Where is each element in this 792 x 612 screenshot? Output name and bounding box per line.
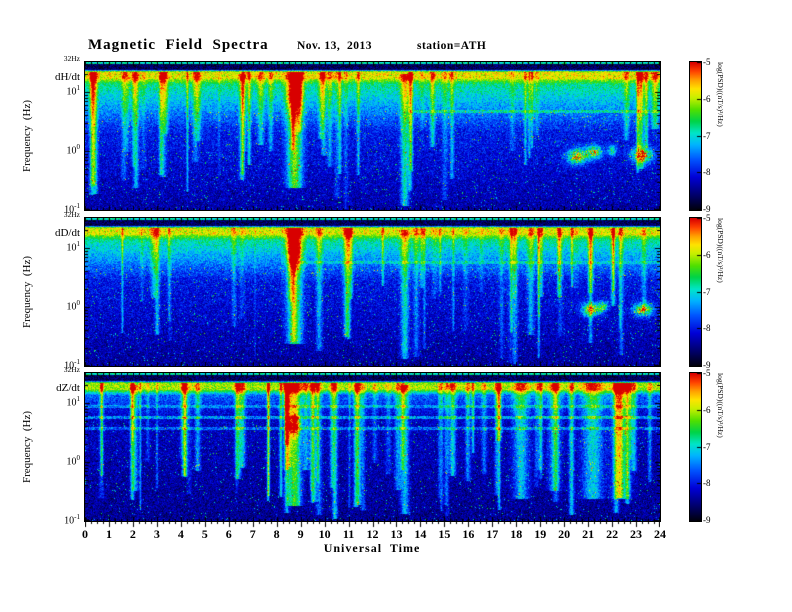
x-tick-label: 0 bbox=[82, 527, 88, 541]
y-tick-exponent: 1 bbox=[76, 239, 81, 248]
y-top-tick-label: 32Hz bbox=[63, 54, 80, 63]
y-tick-exponent: 1 bbox=[76, 394, 81, 403]
x-tick-label: 14 bbox=[414, 527, 427, 541]
y-tick-mantissa: 10 bbox=[64, 360, 75, 372]
y-axis-title: Frequency (Hz) bbox=[21, 99, 33, 173]
figure-title: Magnetic Field Spectra bbox=[88, 37, 269, 53]
y-tick-exponent: 0 bbox=[76, 142, 81, 151]
colorbar-canvas-dddt bbox=[689, 217, 702, 367]
colorbar-unit-label: log(PSD)((nT/s)²/Hz) bbox=[716, 373, 725, 438]
colorbar-tick-label: -5 bbox=[703, 57, 711, 67]
x-tick-label: 11 bbox=[342, 527, 355, 541]
x-tick-label: 6 bbox=[225, 527, 232, 541]
x-tick-label: 9 bbox=[297, 527, 304, 541]
colorbar-tick-label: -8 bbox=[703, 478, 711, 489]
y-tick-label: 100 bbox=[44, 298, 81, 313]
y-tick-exponent: 1 bbox=[76, 83, 81, 92]
colorbar-tick-label: -5 bbox=[703, 213, 711, 223]
x-axis-tick-marks bbox=[85, 522, 660, 529]
x-tick-label: 24 bbox=[654, 527, 666, 541]
colorbar-tick-label: -9 bbox=[703, 515, 711, 525]
y-tick-mantissa: 10 bbox=[64, 515, 75, 527]
colorbar-tick-label: -8 bbox=[703, 323, 711, 334]
colorbar-tick-label: -9 bbox=[703, 360, 711, 370]
x-tick-label: 20 bbox=[558, 527, 571, 541]
y-tick-label: 100 bbox=[44, 142, 81, 157]
x-tick-label: 18 bbox=[510, 527, 523, 541]
x-tick-label: 23 bbox=[630, 527, 643, 541]
x-tick-label: 3 bbox=[153, 527, 160, 541]
x-tick-label: 21 bbox=[582, 527, 595, 541]
colorbar-tick-label: -7 bbox=[703, 286, 711, 297]
y-tick-mantissa: 10 bbox=[66, 397, 77, 409]
panel-label-dhdt: dH/dt bbox=[54, 71, 80, 83]
colorbar-tick-label: -8 bbox=[703, 167, 711, 178]
colorbar-tick-label: -6 bbox=[703, 249, 711, 260]
colorbar-tick-label: -5 bbox=[703, 368, 711, 378]
y-tick-label: 101 bbox=[44, 83, 81, 98]
x-tick-label: 5 bbox=[201, 527, 208, 541]
y-axis-title: Frequency (Hz) bbox=[21, 410, 33, 484]
x-tick-label: 7 bbox=[249, 527, 256, 541]
y-tick-label: 101 bbox=[44, 239, 81, 254]
y-tick-label: 10-1 bbox=[44, 513, 80, 526]
x-tick-label: 8 bbox=[273, 527, 280, 541]
colorbar-unit-label: log(PSD)((nT/s)²/Hz) bbox=[716, 62, 725, 127]
y-tick-label: 10-1 bbox=[44, 358, 80, 371]
spectrogram-canvas-dhdt bbox=[84, 61, 661, 211]
y-tick-mantissa: 10 bbox=[66, 301, 77, 313]
figure-station: station=ATH bbox=[417, 40, 487, 52]
panel-label-dzdt: dZ/dt bbox=[56, 382, 80, 394]
y-tick-mantissa: 10 bbox=[64, 204, 75, 216]
y-tick-exponent: 0 bbox=[76, 453, 81, 462]
y-tick-exponent: -1 bbox=[74, 358, 80, 366]
y-tick-label: 101 bbox=[44, 394, 81, 409]
x-tick-label: 13 bbox=[390, 527, 403, 541]
x-axis-title: Universal Time bbox=[323, 541, 421, 555]
x-tick-label: 17 bbox=[486, 527, 499, 541]
colorbar-canvas-dzdt bbox=[689, 372, 702, 522]
colorbar-tick-label: -6 bbox=[703, 93, 711, 104]
y-tick-label: 100 bbox=[44, 453, 81, 468]
y-tick-exponent: -1 bbox=[74, 202, 80, 210]
x-tick-label: 10 bbox=[318, 527, 331, 541]
colorbar-tick-label: -9 bbox=[703, 204, 711, 214]
colorbar-tick-label: -7 bbox=[703, 441, 711, 452]
colorbar-tick-label: -6 bbox=[703, 404, 711, 415]
x-tick-label: 2 bbox=[129, 527, 136, 541]
x-tick-label: 1 bbox=[105, 527, 112, 541]
y-top-tick-label: 32Hz bbox=[63, 210, 80, 219]
x-tick-label: 12 bbox=[366, 527, 379, 541]
y-tick-mantissa: 10 bbox=[66, 86, 77, 98]
y-tick-mantissa: 10 bbox=[66, 242, 77, 254]
colorbar-tick-label: -7 bbox=[703, 130, 711, 141]
colorbar-unit-label: log(PSD)((nT/s)²/Hz) bbox=[716, 218, 725, 283]
x-tick-label: 22 bbox=[606, 527, 619, 541]
y-tick-mantissa: 10 bbox=[66, 145, 77, 157]
y-tick-mantissa: 10 bbox=[66, 456, 77, 468]
figure-date: Nov. 13, 2013 bbox=[297, 40, 373, 52]
y-tick-label: 10-1 bbox=[44, 202, 80, 215]
panel-label-dddt: dD/dt bbox=[54, 227, 80, 239]
spectrogram-canvas-dddt bbox=[84, 217, 661, 367]
y-tick-exponent: 0 bbox=[76, 298, 81, 307]
x-tick-label: 19 bbox=[534, 527, 547, 541]
y-axis-title: Frequency (Hz) bbox=[21, 255, 33, 329]
x-tick-label: 15 bbox=[438, 527, 451, 541]
colorbar-canvas-dhdt bbox=[689, 61, 702, 211]
x-tick-label: 16 bbox=[462, 527, 475, 541]
y-top-tick-label: 32Hz bbox=[63, 365, 80, 374]
y-tick-exponent: -1 bbox=[74, 513, 80, 521]
x-tick-label: 4 bbox=[177, 527, 184, 541]
spectrogram-canvas-dzdt bbox=[84, 372, 661, 522]
